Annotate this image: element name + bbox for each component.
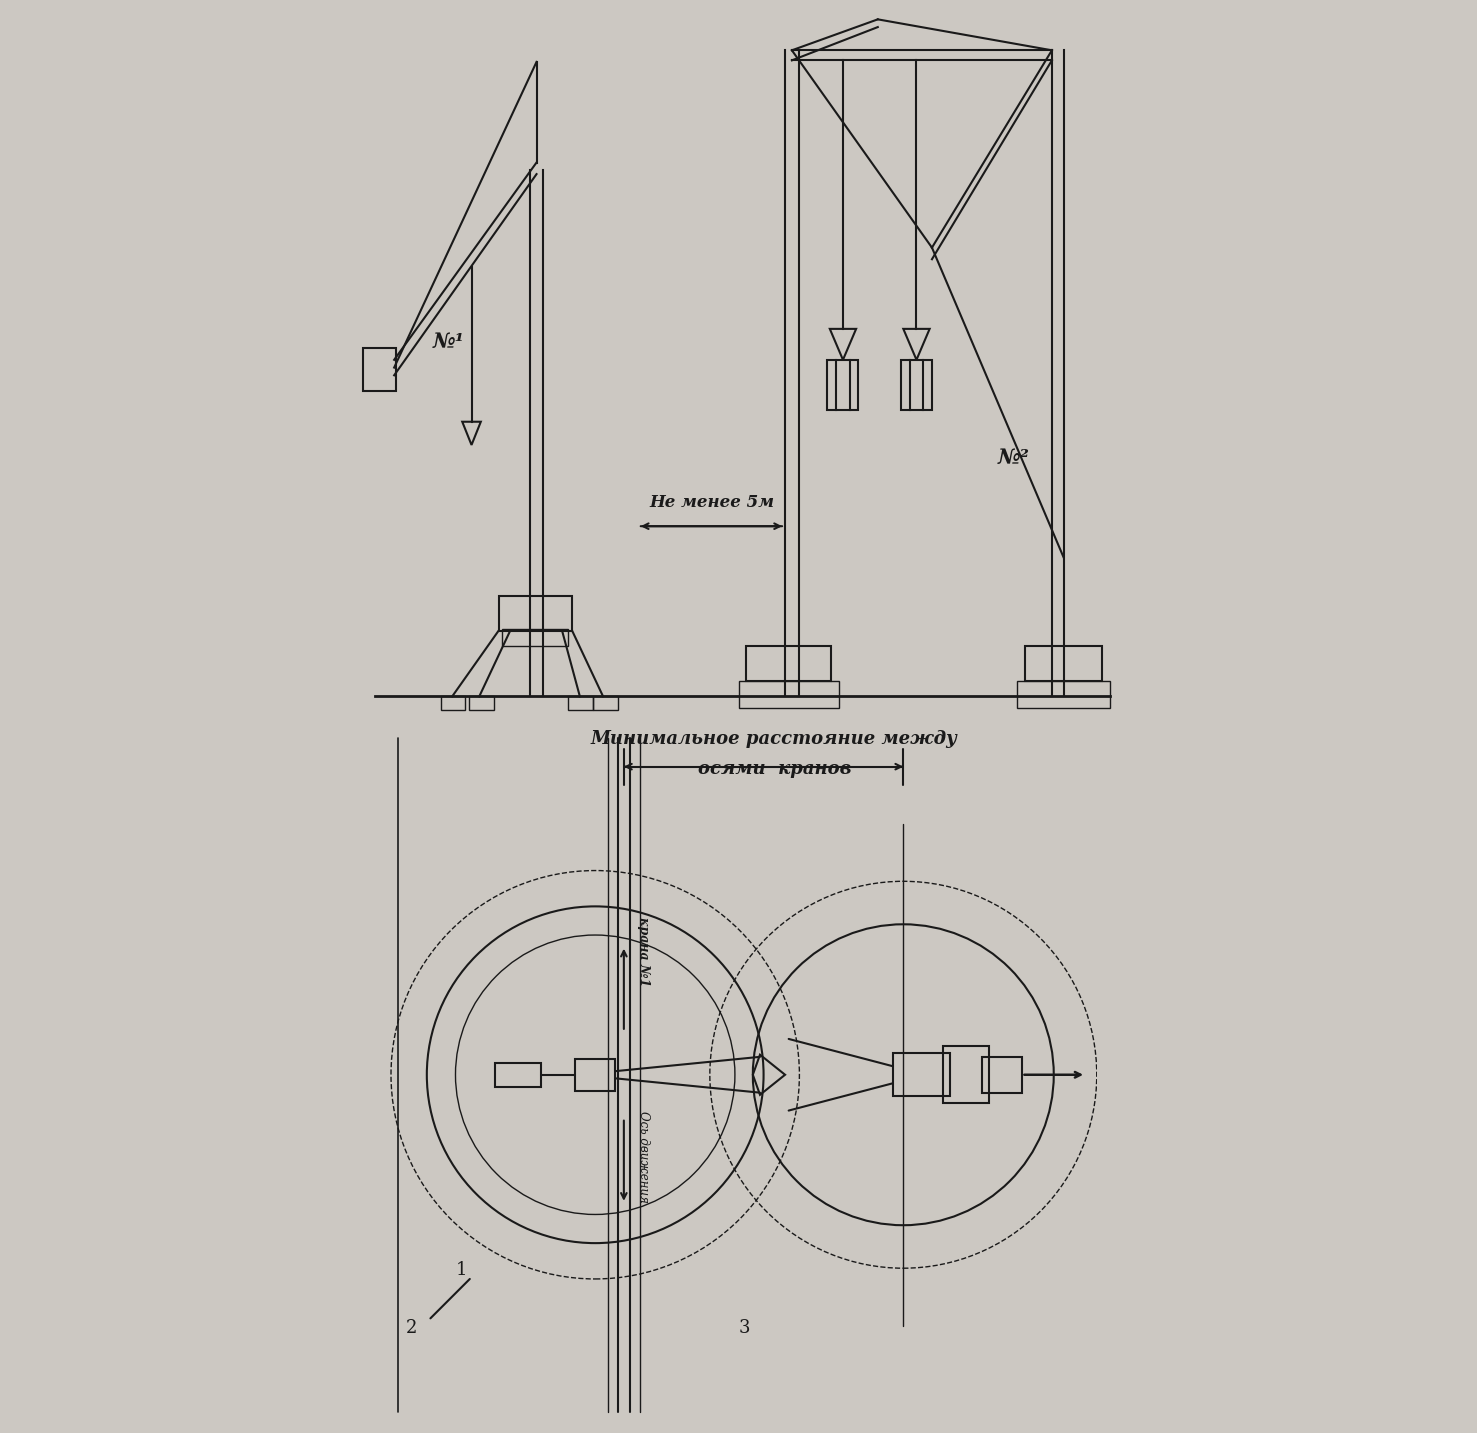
Bar xyxy=(440,696,465,711)
Bar xyxy=(594,696,617,711)
Bar xyxy=(575,1059,616,1091)
Text: №²: №² xyxy=(998,449,1029,469)
Bar xyxy=(569,696,594,711)
Text: 1: 1 xyxy=(455,1261,467,1280)
Bar xyxy=(470,696,493,711)
Bar xyxy=(982,1058,1022,1092)
Bar xyxy=(746,646,832,681)
Text: №¹: №¹ xyxy=(433,332,465,353)
Text: 3: 3 xyxy=(738,1318,750,1337)
Bar xyxy=(363,348,396,391)
Bar xyxy=(499,596,572,631)
Text: Ось движения: Ось движения xyxy=(637,1111,650,1202)
Bar xyxy=(827,360,858,410)
Bar xyxy=(901,360,932,410)
Bar xyxy=(738,681,839,708)
Bar xyxy=(892,1053,950,1096)
Text: 2: 2 xyxy=(405,1318,417,1337)
Bar xyxy=(495,1063,542,1086)
Bar xyxy=(942,1046,990,1103)
Text: Минимальное расстояние между: Минимальное расстояние между xyxy=(591,729,957,748)
Text: Не менее 5м: Не менее 5м xyxy=(650,494,774,510)
Bar xyxy=(502,629,569,646)
Bar xyxy=(1025,646,1102,681)
Text: осями  кранов: осями кранов xyxy=(697,759,851,778)
Bar xyxy=(1018,681,1109,708)
Text: крана №1: крана №1 xyxy=(637,917,650,986)
